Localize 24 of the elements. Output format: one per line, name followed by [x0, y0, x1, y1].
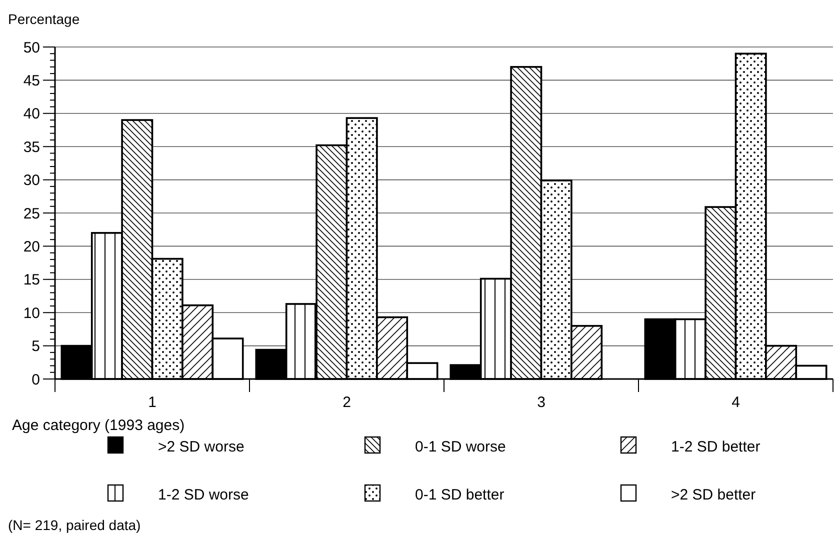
- legend-label: 1-2 SD worse: [158, 486, 249, 504]
- x-tick-label: 1: [148, 394, 156, 411]
- y-tick-label: 40: [23, 106, 40, 123]
- y-tick-label: 0: [32, 371, 40, 388]
- x-tick-label: 3: [537, 394, 546, 411]
- y-tick-label: 35: [23, 138, 40, 156]
- y-tick-label: 45: [23, 72, 40, 90]
- legend-label: 0-1 SD better: [415, 486, 504, 504]
- y-tick-label: 50: [23, 39, 40, 56]
- y-tick-label: 15: [23, 272, 40, 289]
- y-tick-label: 5: [32, 338, 40, 356]
- x-tick-label: 2: [342, 394, 351, 411]
- y-tick-label: 30: [23, 172, 40, 190]
- legend-label: 1-2 SD better: [671, 438, 760, 456]
- legend-label: 0-1 SD worse: [415, 438, 506, 456]
- y-axis-title: Percentage: [8, 11, 80, 27]
- y-tick-label: 10: [23, 304, 40, 322]
- legend-label: >2 SD worse: [158, 438, 244, 456]
- legend-label: >2 SD better: [671, 486, 756, 504]
- y-tick-label: 20: [23, 238, 40, 256]
- text: (N= 219, paired data): [8, 517, 141, 533]
- y-tick-label: 25: [23, 205, 40, 222]
- x-tick-label: 4: [732, 394, 740, 411]
- x-axis-title: Age category (1993 ages): [12, 417, 185, 434]
